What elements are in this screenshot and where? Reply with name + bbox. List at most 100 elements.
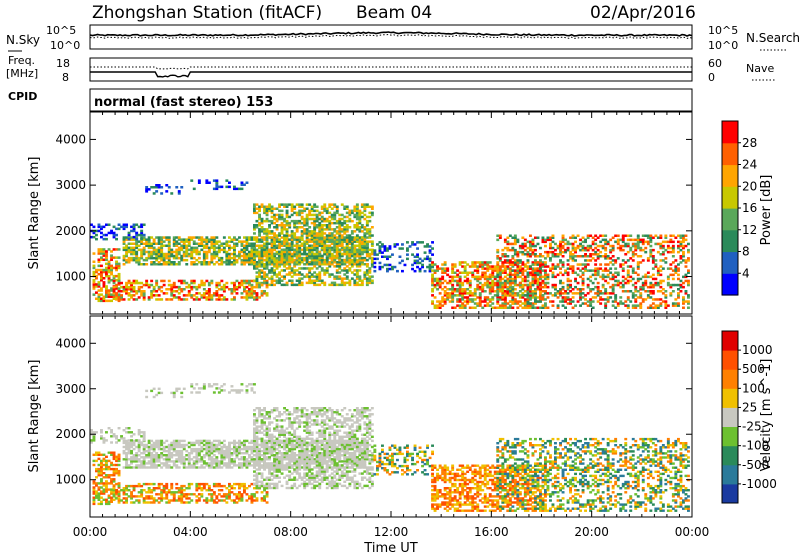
echo-cell [463, 271, 467, 274]
echo-cell [315, 263, 319, 266]
echo-cell [318, 279, 322, 282]
echo-cell [270, 275, 274, 278]
echo-cell [248, 288, 251, 291]
echo-cell [240, 283, 244, 287]
echo-cell [190, 294, 194, 297]
echo-cell [265, 209, 269, 213]
echo-cell [280, 236, 284, 239]
echo-cell [102, 476, 106, 479]
echo-cell [456, 275, 460, 279]
echo-cell [529, 296, 532, 299]
echo-cell [318, 265, 322, 268]
echo-cell [443, 298, 447, 301]
echo-cell [488, 292, 492, 295]
echo-cell [644, 298, 648, 301]
echo-cell [97, 463, 101, 467]
echo-cell [513, 253, 517, 256]
echo-cell [373, 269, 377, 273]
echo-cell [586, 234, 590, 237]
echo-cell [283, 258, 286, 262]
echo-cell [293, 232, 297, 235]
echo-cell [102, 467, 106, 471]
echo-cell [260, 244, 264, 247]
echo-cell [210, 296, 214, 299]
echo-cell [466, 296, 470, 299]
echo-cell [441, 275, 445, 279]
echo-cell [358, 226, 362, 229]
echo-cell [170, 261, 174, 264]
echo-cell [674, 269, 678, 272]
echo-cell [451, 292, 455, 295]
echo-cell [669, 294, 673, 297]
echo-cell [283, 224, 286, 227]
echo-cell [180, 484, 184, 488]
echo-cell [458, 304, 462, 307]
echo-cell [348, 279, 352, 282]
echo-cell [669, 250, 673, 254]
echo-cell [170, 484, 174, 488]
echo-cell [511, 265, 515, 268]
echo-cell [102, 248, 106, 251]
echo-cell [125, 292, 128, 295]
echo-cell [177, 489, 181, 492]
echo-cell [574, 248, 577, 252]
echo-cell [671, 246, 675, 250]
echo-cell [539, 306, 542, 309]
echo-cell [210, 254, 214, 258]
echo-cell [100, 463, 103, 467]
echo-cell [496, 234, 500, 237]
echo-cell [661, 240, 665, 244]
echo-cell [112, 295, 116, 298]
echo-cell [679, 261, 683, 264]
echo-cell [177, 236, 181, 239]
echo-cell [335, 211, 339, 215]
echo-cell [145, 501, 149, 504]
echo-cell [621, 290, 625, 293]
echo-cell [310, 256, 314, 260]
echo-cell [355, 252, 359, 256]
echo-cell [398, 261, 402, 265]
echo-cell [606, 242, 610, 246]
echo-cell [233, 256, 236, 260]
echo-cell [195, 236, 199, 239]
echo-cell [486, 279, 490, 283]
echo-cell [370, 248, 374, 252]
echo-cell [546, 275, 550, 279]
echo-cell [115, 463, 118, 467]
echo-cell [604, 257, 608, 260]
echo-cell [147, 482, 151, 486]
echo-cell [636, 290, 640, 293]
echo-cell [358, 248, 362, 252]
echo-cell [285, 273, 289, 276]
echo-cell [571, 253, 575, 256]
echo-cell [529, 298, 532, 301]
echo-cell [368, 281, 372, 285]
echo-cell [210, 236, 214, 239]
echo-cell [187, 236, 191, 239]
echo-cell [318, 224, 322, 227]
echo-cell [295, 256, 299, 260]
echo-cell [165, 493, 169, 496]
echo-cell [330, 254, 334, 258]
echo-cell [333, 230, 337, 233]
echo-cell [611, 275, 615, 279]
echo-cell [130, 501, 133, 504]
echo-cell [554, 267, 557, 270]
echo-cell [478, 288, 482, 291]
echo-cell [105, 500, 108, 503]
echo-cell [288, 238, 292, 241]
echo-cell [117, 296, 121, 299]
echo-cell [303, 250, 307, 254]
echo-cell [539, 246, 542, 250]
echo-cell [215, 501, 219, 504]
echo-cell [564, 292, 567, 295]
echo-cell [230, 246, 234, 250]
echo-cell [649, 281, 653, 285]
echo-cell [521, 236, 525, 239]
echo-cell [330, 261, 334, 264]
echo-cell [215, 495, 219, 498]
echo-cell [564, 238, 567, 242]
echo-cell [147, 501, 151, 504]
echo-cell [378, 265, 382, 269]
echo-cell [320, 258, 324, 262]
